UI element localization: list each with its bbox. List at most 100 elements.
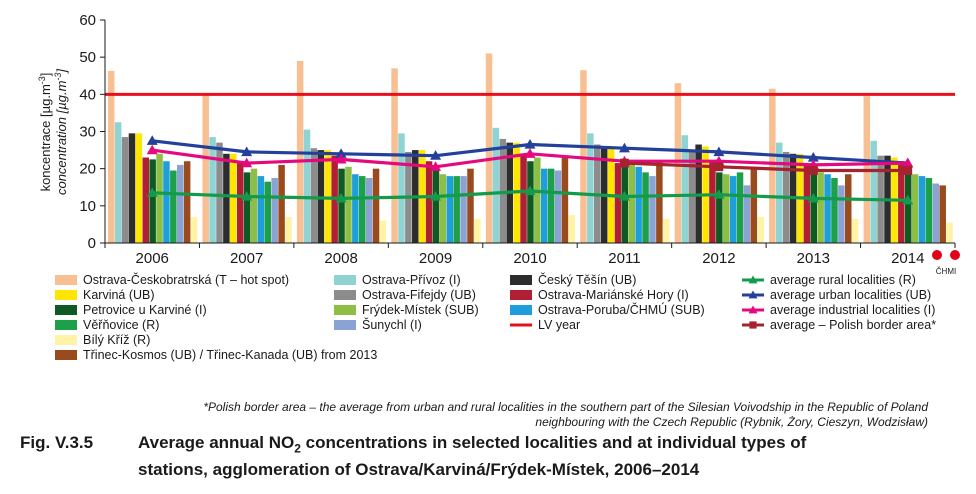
figure-caption: Fig. V.3.5 Average annual NO2 concentrati… bbox=[20, 432, 950, 480]
point-4-2011 bbox=[620, 158, 629, 168]
bar-8-2013 bbox=[817, 172, 824, 243]
x-tick-label-2014: 2014 bbox=[891, 250, 924, 267]
point-2-2008 bbox=[335, 148, 347, 158]
footnote: *Polish border area – the average from u… bbox=[0, 400, 952, 430]
legend-label: Bílý Kříž (R) bbox=[83, 333, 150, 347]
point-1-2013 bbox=[807, 192, 819, 203]
x-tick-label-2010: 2010 bbox=[513, 250, 546, 267]
bar-10-2009 bbox=[453, 176, 460, 243]
bar-8-2012 bbox=[722, 174, 730, 243]
footnote-line1: *Polish border area – the average from u… bbox=[203, 400, 928, 414]
bar-6-2007 bbox=[236, 161, 244, 243]
caption-subscript: 2 bbox=[294, 441, 301, 456]
bar-2-2012 bbox=[681, 135, 689, 243]
bar-8-2008 bbox=[345, 166, 352, 243]
legend-label: average industrial localities (I) bbox=[770, 303, 935, 317]
legend-label: LV year bbox=[538, 318, 580, 332]
legend-marker-line-1 bbox=[748, 275, 758, 284]
bar-3-2006 bbox=[121, 137, 129, 243]
bar-13-2007 bbox=[285, 216, 292, 243]
point-2-2009 bbox=[430, 150, 442, 160]
line-series-4 bbox=[624, 161, 908, 173]
bar-12-2013 bbox=[845, 174, 852, 243]
bar-2-2013 bbox=[776, 142, 783, 243]
bar-10-2014 bbox=[925, 177, 933, 243]
point-4-2014 bbox=[903, 166, 913, 175]
legend-label: average urban localities (UB) bbox=[770, 288, 931, 302]
bar-3-2012 bbox=[688, 151, 695, 243]
point-1-2009 bbox=[430, 191, 442, 201]
legend-swatch-bar-3 bbox=[334, 290, 356, 300]
y-tick-label-0: 0 bbox=[88, 235, 96, 252]
bar-11-2010 bbox=[554, 170, 562, 243]
bar-9-2012 bbox=[729, 176, 737, 243]
bar-8-2009 bbox=[439, 174, 447, 243]
point-1-2011 bbox=[618, 191, 630, 201]
bar-8-2010 bbox=[534, 157, 541, 243]
x-tick-label-2009: 2009 bbox=[419, 250, 452, 267]
caption-line1: Fig. V.3.5 Average annual NO2 concentrati… bbox=[20, 432, 950, 459]
legend-label: Třinec-Kosmos (UB) / Třinec-Kanada (UB) … bbox=[83, 348, 377, 362]
legend-marker-line-4 bbox=[749, 321, 757, 329]
y-axis-title: koncentrace [µg.m-3] concentration [µg.m… bbox=[37, 69, 69, 195]
legend-swatch-bar-7 bbox=[55, 305, 77, 315]
bar-7-2012 bbox=[716, 172, 723, 243]
caption-text-b: concentrations in selected localities an… bbox=[300, 433, 807, 452]
bar-2-2007 bbox=[209, 137, 216, 243]
no2-chart: 0 10 20 30 40 50 60 2006 2007 2008 2009 2010 2011 201… bbox=[37, 12, 956, 362]
y-tick-label-40: 40 bbox=[79, 86, 96, 103]
bar-3-2008 bbox=[310, 148, 318, 243]
legend-swatch-bar-12 bbox=[55, 350, 77, 360]
point-1-2006 bbox=[146, 187, 158, 197]
point-1-2014 bbox=[902, 194, 914, 205]
bar-8-2014 bbox=[911, 174, 919, 243]
logo-dot-right bbox=[950, 250, 960, 260]
y-tick-label-50: 50 bbox=[79, 49, 96, 66]
legend-marker-line-2 bbox=[748, 290, 758, 299]
bar-11-2007 bbox=[271, 177, 278, 243]
bar-8-2007 bbox=[250, 168, 258, 243]
point-2-2013 bbox=[807, 152, 819, 162]
bar-12-2006 bbox=[183, 161, 191, 243]
bar-10-2007 bbox=[264, 181, 272, 243]
bar-7-2009 bbox=[432, 166, 440, 243]
bar-11-2008 bbox=[365, 177, 373, 243]
bar-11-2012 bbox=[743, 185, 751, 243]
logo-dot-left bbox=[932, 250, 942, 260]
legend-label: Ostrava-Fifejdy (UB) bbox=[362, 288, 476, 302]
point-3-2008 bbox=[335, 153, 347, 164]
point-3-2009 bbox=[430, 161, 442, 171]
y-axis-title-line2: concentration [µg.m-3] bbox=[53, 69, 69, 195]
legend-label: Frýdek-Místek (SUB) bbox=[362, 303, 479, 317]
x-tick-label-2006: 2006 bbox=[136, 250, 169, 267]
point-1-2012 bbox=[713, 189, 725, 199]
legend-swatch-bar-6 bbox=[510, 290, 532, 300]
point-1-2008 bbox=[335, 192, 347, 203]
bar-12-2009 bbox=[467, 168, 474, 243]
legend-swatch-bar-5 bbox=[55, 290, 77, 300]
bar-10-2006 bbox=[170, 170, 177, 243]
bar-2-2009 bbox=[398, 133, 405, 243]
point-2-2010 bbox=[524, 139, 536, 149]
bar-7-2010 bbox=[527, 161, 534, 243]
point-2-2007 bbox=[241, 146, 253, 157]
bar-12-2011 bbox=[656, 161, 663, 243]
bar-11-2011 bbox=[649, 176, 656, 243]
bar-13-2013 bbox=[851, 218, 859, 243]
bar-4-2006 bbox=[128, 133, 136, 243]
legend-label: Český Těšín (UB) bbox=[538, 272, 636, 287]
bar-6-2012 bbox=[709, 161, 716, 243]
caption-text-a: Average annual NO bbox=[138, 433, 295, 452]
bar-2-2010 bbox=[492, 127, 500, 243]
bar-10-2012 bbox=[736, 172, 744, 243]
bar-9-2013 bbox=[824, 174, 831, 243]
footnote-line2: neighbouring with the Czech Republic (Ry… bbox=[535, 415, 928, 429]
bar-6-2013 bbox=[803, 164, 811, 243]
chmi-logo: ČHMI bbox=[928, 250, 964, 276]
point-1-2010 bbox=[524, 185, 536, 196]
axes: 0 10 20 30 40 50 60 2006 2007 2008 2009 2010 2011 201… bbox=[79, 12, 956, 267]
legend-label: average rural localities (R) bbox=[770, 273, 916, 287]
bar-4-2007 bbox=[223, 153, 230, 243]
bar-9-2008 bbox=[352, 174, 359, 243]
legend-swatch-bar-1 bbox=[55, 275, 77, 285]
